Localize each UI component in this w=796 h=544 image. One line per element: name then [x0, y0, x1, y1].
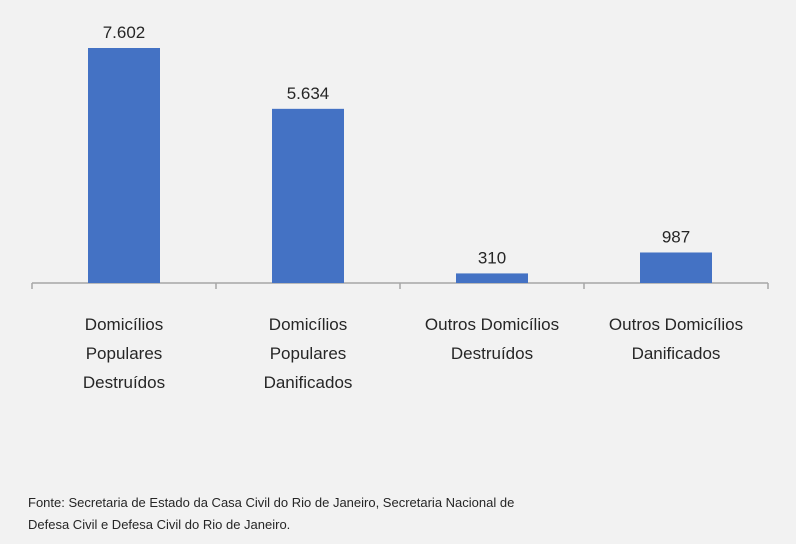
bar [640, 252, 712, 283]
x-tick-label-line: Danificados [632, 344, 721, 363]
x-tick-label-line: Domicílios [85, 315, 163, 334]
data-label: 310 [478, 248, 506, 267]
x-tick-label: Domicílios Populares Destruídos [83, 315, 165, 392]
x-tick-label: Outros Domicílios Destruídos [425, 315, 559, 363]
x-tick-label: Outros Domicílios Danificados [609, 315, 743, 363]
x-tick-label-line: Populares [270, 344, 347, 363]
bar [456, 273, 528, 283]
x-tick-label: Domicílios Populares Danificados [264, 315, 353, 392]
x-tick-label-line: Outros Domicílios [425, 315, 559, 334]
data-label: 5.634 [287, 84, 330, 103]
x-tick-label-line: Populares [86, 344, 163, 363]
source-line-2: Defesa Civil e Defesa Civil do Rio de Ja… [28, 517, 291, 532]
bar-chart: 7.602 Domicílios Populares Destruídos 5.634 D… [31, 23, 769, 392]
bar [272, 108, 344, 283]
bar [88, 48, 160, 283]
data-label: 7.602 [103, 23, 146, 42]
data-label: 987 [662, 227, 690, 246]
x-tick-label-line: Danificados [264, 373, 353, 392]
source-line-1: Fonte: Secretaria de Estado da Casa Civi… [28, 495, 515, 510]
x-tick-label-line: Destruídos [83, 373, 165, 392]
x-tick-label-line: Domicílios [269, 315, 347, 334]
source-note: Fonte: Secretaria de Estado da Casa Civi… [28, 492, 778, 536]
x-tick-label-line: Destruídos [451, 344, 533, 363]
x-tick-label-line: Outros Domicílios [609, 315, 743, 334]
